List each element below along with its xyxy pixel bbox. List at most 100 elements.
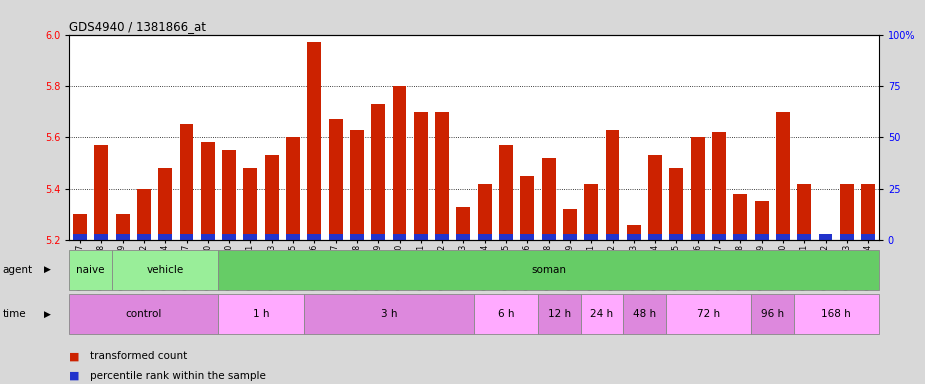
Text: control: control xyxy=(126,309,162,319)
Bar xyxy=(478,184,491,240)
Bar xyxy=(691,234,705,240)
Bar xyxy=(265,234,278,240)
Bar xyxy=(179,124,193,240)
Text: vehicle: vehicle xyxy=(146,265,184,275)
Bar xyxy=(797,184,811,240)
Text: percentile rank within the sample: percentile rank within the sample xyxy=(90,371,265,381)
Text: ■: ■ xyxy=(69,371,80,381)
Bar xyxy=(840,234,854,240)
Bar xyxy=(670,168,684,240)
Bar xyxy=(606,234,620,240)
Bar xyxy=(116,234,130,240)
Text: naive: naive xyxy=(77,265,105,275)
Text: 24 h: 24 h xyxy=(590,309,613,319)
Bar xyxy=(94,145,108,240)
Bar xyxy=(563,234,577,240)
Bar xyxy=(623,294,666,334)
Bar xyxy=(69,294,218,334)
Text: soman: soman xyxy=(531,265,566,275)
Bar xyxy=(371,234,385,240)
Bar xyxy=(222,234,236,240)
Text: 168 h: 168 h xyxy=(821,309,851,319)
Bar xyxy=(666,294,751,334)
Bar xyxy=(840,184,854,240)
Text: GDS4940 / 1381866_at: GDS4940 / 1381866_at xyxy=(69,20,206,33)
Bar xyxy=(751,294,794,334)
Bar xyxy=(243,234,257,240)
Bar xyxy=(606,129,620,240)
Bar xyxy=(222,150,236,240)
Bar xyxy=(734,194,747,240)
Bar xyxy=(797,234,811,240)
Bar xyxy=(218,250,879,290)
Bar xyxy=(307,42,321,240)
Bar xyxy=(563,209,577,240)
Bar xyxy=(500,145,513,240)
Bar xyxy=(201,234,215,240)
Bar xyxy=(73,234,87,240)
Bar xyxy=(474,294,538,334)
Bar xyxy=(538,294,581,334)
Text: transformed count: transformed count xyxy=(90,351,187,361)
Bar xyxy=(392,234,406,240)
Text: 12 h: 12 h xyxy=(548,309,571,319)
Bar xyxy=(755,234,769,240)
Bar xyxy=(413,112,427,240)
Bar xyxy=(158,168,172,240)
Bar xyxy=(521,234,535,240)
Bar xyxy=(457,207,470,240)
Bar xyxy=(819,234,832,240)
Text: 3 h: 3 h xyxy=(380,309,397,319)
Bar xyxy=(350,234,364,240)
Bar xyxy=(94,234,108,240)
Bar xyxy=(413,234,427,240)
Bar xyxy=(435,112,449,240)
Text: agent: agent xyxy=(3,265,33,275)
Bar xyxy=(581,294,623,334)
Bar xyxy=(670,234,684,240)
Bar xyxy=(350,129,364,240)
Bar xyxy=(328,119,342,240)
Bar xyxy=(158,234,172,240)
Bar xyxy=(648,155,662,240)
Text: ▶: ▶ xyxy=(44,310,51,318)
Bar xyxy=(457,234,470,240)
Bar xyxy=(776,112,790,240)
Bar xyxy=(585,184,598,240)
Bar xyxy=(137,189,151,240)
Bar xyxy=(371,104,385,240)
Text: 6 h: 6 h xyxy=(498,309,514,319)
Bar xyxy=(691,137,705,240)
Bar xyxy=(137,234,151,240)
Bar xyxy=(542,158,556,240)
Bar xyxy=(478,234,491,240)
Text: 72 h: 72 h xyxy=(697,309,720,319)
Bar xyxy=(627,225,641,240)
Bar xyxy=(116,214,130,240)
Bar xyxy=(112,250,218,290)
Bar xyxy=(542,234,556,240)
Bar xyxy=(861,184,875,240)
Bar xyxy=(328,234,342,240)
Bar xyxy=(201,142,215,240)
Bar xyxy=(521,176,535,240)
Bar xyxy=(861,234,875,240)
Text: ■: ■ xyxy=(69,351,80,361)
Bar xyxy=(776,234,790,240)
Bar xyxy=(243,168,257,240)
Bar xyxy=(734,234,747,240)
Bar xyxy=(500,234,513,240)
Text: 48 h: 48 h xyxy=(633,309,656,319)
Text: 96 h: 96 h xyxy=(760,309,783,319)
Bar xyxy=(286,234,300,240)
Bar xyxy=(265,155,278,240)
Bar xyxy=(392,86,406,240)
Bar xyxy=(303,294,474,334)
Text: 1 h: 1 h xyxy=(253,309,269,319)
Text: ▶: ▶ xyxy=(44,265,51,274)
Text: time: time xyxy=(3,309,27,319)
Bar xyxy=(648,234,662,240)
Bar xyxy=(69,250,112,290)
Bar xyxy=(585,234,598,240)
Bar xyxy=(286,137,300,240)
